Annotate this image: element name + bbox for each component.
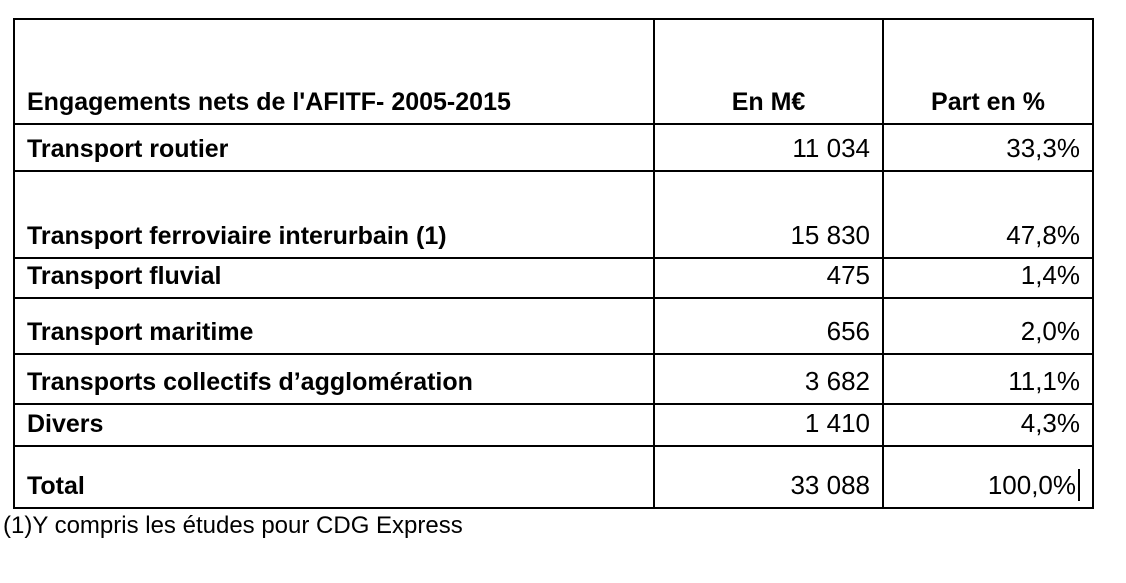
row-share: 1,4% [882,257,1094,299]
table-row: Transport maritime 656 2,0% [13,297,1094,355]
total-share: 100,0% [882,445,1094,509]
row-value: 1 410 [653,403,884,447]
total-share-text: 100,0% [987,470,1076,500]
text-cursor [1078,469,1080,501]
row-share: 4,3% [882,403,1094,447]
table-title-cell: Engagements nets de l'AFITF- 2005-2015 [13,18,655,125]
total-label: Total [13,445,655,509]
table-total-row: Total 33 088 100,0% [13,445,1094,509]
column-header-share: Part en % [882,18,1094,125]
row-value: 11 034 [653,123,884,172]
row-value: 15 830 [653,170,884,259]
row-label: Transport routier [13,123,655,172]
row-value: 3 682 [653,353,884,405]
footnote: (1)Y compris les études pour CDG Express [3,512,463,539]
row-label: Transport fluvial [13,257,655,299]
table-row: Transport ferroviaire interurbain (1) 15… [13,170,1094,259]
afitf-commitments-table: Engagements nets de l'AFITF- 2005-2015 E… [13,18,1094,509]
table-header-row: Engagements nets de l'AFITF- 2005-2015 E… [13,18,1094,125]
row-label: Divers [13,403,655,447]
row-share: 47,8% [882,170,1094,259]
row-label: Transport ferroviaire interurbain (1) [13,170,655,259]
row-share: 11,1% [882,353,1094,405]
total-value: 33 088 [653,445,884,509]
row-label: Transport maritime [13,297,655,355]
row-value: 475 [653,257,884,299]
table-row: Transport fluvial 475 1,4% [13,257,1094,299]
row-label: Transports collectifs d’agglomération [13,353,655,405]
column-header-value: En M€ [653,18,884,125]
table-row: Transports collectifs d’agglomération 3 … [13,353,1094,405]
row-share: 33,3% [882,123,1094,172]
row-share: 2,0% [882,297,1094,355]
table-row: Transport routier 11 034 33,3% [13,123,1094,172]
row-value: 656 [653,297,884,355]
table-row: Divers 1 410 4,3% [13,403,1094,447]
